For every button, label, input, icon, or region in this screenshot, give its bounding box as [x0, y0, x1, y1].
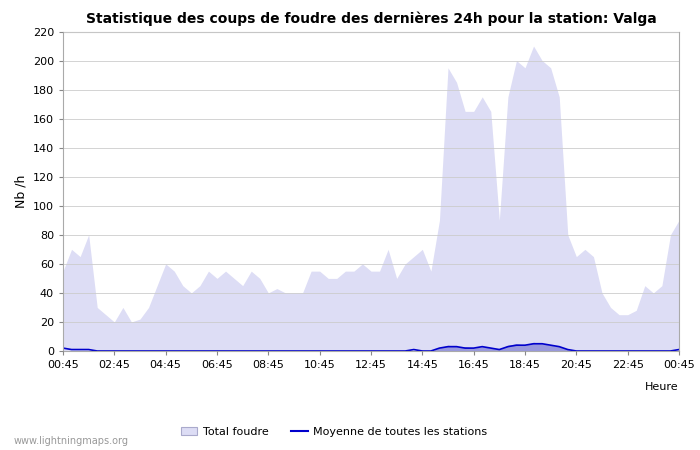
Moyenne de toutes les stations	[273, 348, 281, 354]
Moyenne de toutes les stations	[529, 341, 538, 346]
Moyenne de toutes les stations	[632, 348, 640, 354]
Line: Moyenne de toutes les stations: Moyenne de toutes les stations	[63, 344, 679, 351]
Moyenne de toutes les stations	[589, 348, 598, 354]
Moyenne de toutes les stations	[204, 348, 213, 354]
Moyenne de toutes les stations	[93, 348, 102, 354]
Title: Statistique des coups de foudre des dernières 24h pour la station: Valga: Statistique des coups de foudre des dern…	[85, 12, 657, 26]
Y-axis label: Nb /h: Nb /h	[14, 175, 27, 208]
Moyenne de toutes les stations	[375, 348, 384, 354]
Text: www.lightningmaps.org: www.lightningmaps.org	[14, 436, 129, 446]
Moyenne de toutes les stations	[606, 348, 615, 354]
Moyenne de toutes les stations	[675, 347, 683, 352]
Text: Heure: Heure	[645, 382, 679, 392]
Moyenne de toutes les stations	[59, 346, 67, 351]
